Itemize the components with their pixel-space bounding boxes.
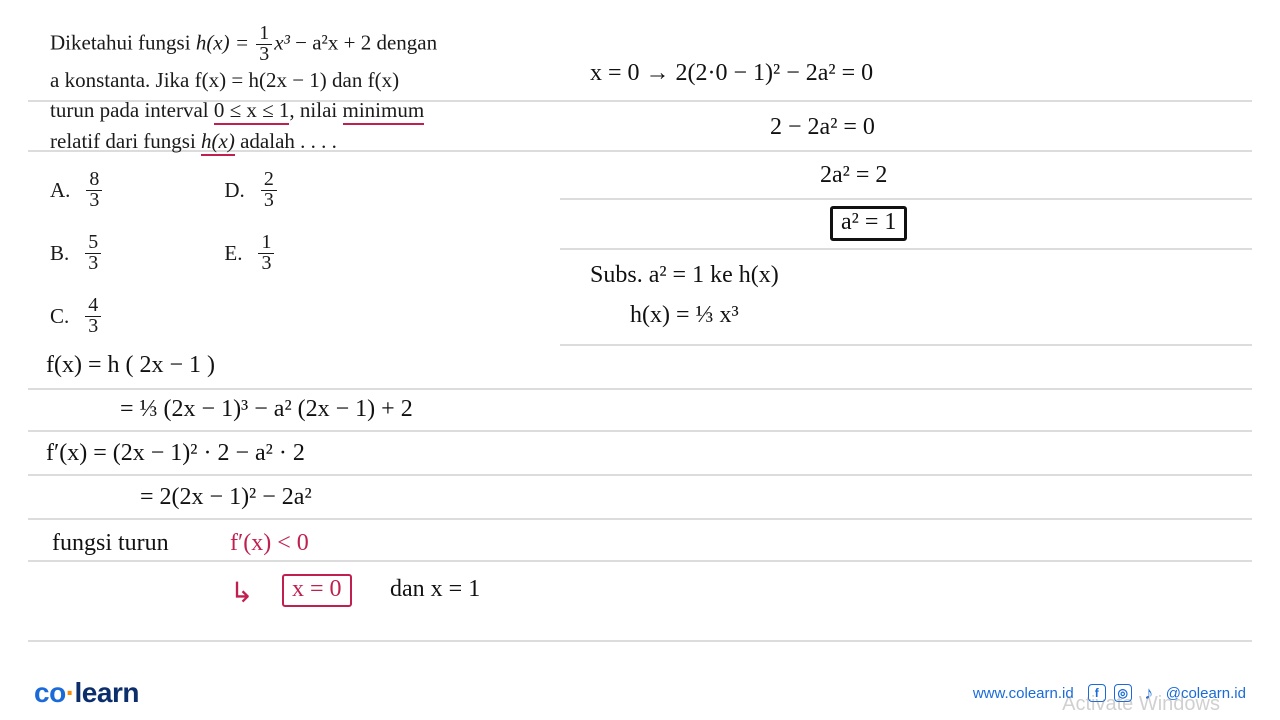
option-label: A.	[50, 175, 70, 205]
options-col-1: A. 83 B. 53 C. 43	[50, 170, 104, 337]
hw-left-5b: f′(x) < 0	[230, 530, 309, 557]
frac-den: 3	[258, 253, 274, 274]
problem-line3-pre: turun pada interval	[50, 98, 214, 122]
rule-line	[560, 198, 1252, 200]
rule-line	[28, 430, 1252, 432]
hw-subs-2: h(x) = ⅓ x³	[630, 302, 739, 329]
frac-den: 3	[256, 44, 272, 65]
hw-left-6c: dan x = 1	[390, 576, 480, 603]
frac-num: 1	[258, 233, 274, 253]
frac-num: 2	[261, 170, 277, 190]
footer-url: www.colearn.id	[973, 685, 1074, 702]
option-b: B. 53	[50, 233, 104, 274]
frac-den: 3	[85, 253, 101, 274]
option-d: D. 23	[224, 170, 278, 211]
problem-line1-pre: Diketahui fungsi	[50, 30, 196, 54]
hw-left-1: f(x) = h ( 2x − 1 )	[46, 352, 215, 379]
hw-right-4-boxed: a² = 1	[830, 206, 907, 241]
hw-right-2: 2 − 2a² = 0	[770, 114, 875, 141]
hw-left-5a: fungsi turun	[52, 530, 169, 557]
rule-line	[28, 388, 1252, 390]
frac-num: 1	[256, 24, 272, 44]
windows-watermark: Activate Windows	[1062, 693, 1220, 716]
logo-co: co	[34, 677, 66, 708]
option-label: D.	[224, 175, 244, 205]
option-c: C. 43	[50, 296, 104, 337]
option-e: E. 13	[224, 233, 278, 274]
problem-line4-pre: relatif dari fungsi	[50, 129, 201, 153]
rule-line	[560, 344, 1252, 346]
problem-min: minimum	[343, 98, 425, 125]
frac-den: 3	[85, 316, 101, 337]
rule-line	[560, 248, 1252, 250]
option-a: A. 83	[50, 170, 104, 211]
problem-line2: a konstanta. Jika f(x) = h(2x − 1) dan f…	[50, 68, 399, 92]
frac-den: 3	[261, 190, 277, 211]
option-label: B.	[50, 238, 69, 268]
frac-num: 8	[86, 170, 102, 190]
problem-x3: x³	[274, 30, 290, 54]
hw-left-6b-boxed: x = 0	[282, 574, 352, 607]
frac-num: 4	[85, 296, 101, 316]
option-label: E.	[224, 238, 242, 268]
hw-subs-1: Subs. a² = 1 ke h(x)	[590, 262, 779, 289]
hw-right-3: 2a² = 2	[820, 162, 887, 189]
option-label: C.	[50, 301, 69, 331]
problem-interval: 0 ≤ x ≤ 1	[214, 98, 290, 125]
logo-dot: ·	[66, 677, 75, 708]
rule-line	[28, 560, 1252, 562]
rule-line	[28, 474, 1252, 476]
problem-text: Diketahui fungsi h(x) = 1 3 x³ − a²x + 2…	[50, 24, 530, 156]
problem-block: Diketahui fungsi h(x) = 1 3 x³ − a²x + 2…	[50, 24, 530, 337]
frac-den: 3	[86, 190, 102, 211]
hw-left-2: = ⅓ (2x − 1)³ − a² (2x − 1) + 2	[120, 396, 413, 423]
options: A. 83 B. 53 C. 43 D. 23 E.	[50, 170, 530, 337]
page: Diketahui fungsi h(x) = 1 3 x³ − a²x + 2…	[0, 0, 1280, 720]
problem-hx: h(x)	[201, 129, 235, 156]
problem-line3-mid: , nilai	[289, 98, 342, 122]
problem-line1-post: − a²x + 2 dengan	[290, 30, 437, 54]
problem-fn: h(x) =	[196, 30, 254, 54]
problem-line4-post: adalah . . . .	[235, 129, 337, 153]
frac-num: 5	[85, 233, 101, 253]
options-col-2: D. 23 E. 13	[224, 170, 278, 337]
logo: co·learn	[34, 677, 139, 709]
rule-line	[28, 518, 1252, 520]
hw-arrow-icon: ↳	[230, 576, 253, 610]
hw-left-3: f′(x) = (2x − 1)² · 2 − a² · 2	[46, 440, 305, 467]
logo-learn: learn	[75, 677, 139, 708]
rule-line	[28, 640, 1252, 642]
hw-left-4: = 2(2x − 1)² − 2a²	[140, 484, 312, 511]
problem-frac: 1 3	[256, 24, 272, 65]
hw-right-1: x = 0 → 2(2·0 − 1)² − 2a² = 0	[590, 60, 873, 87]
